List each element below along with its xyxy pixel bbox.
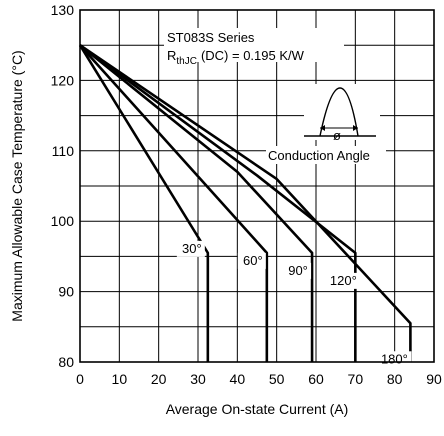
curve-label-background <box>237 252 266 269</box>
x-tick-label: 80 <box>387 371 403 387</box>
curve-label: 90° <box>288 263 308 278</box>
waveform-background <box>304 84 380 140</box>
plot-frame <box>79 9 435 363</box>
x-tick-label: 30 <box>190 371 206 387</box>
x-tick-label: 70 <box>348 371 364 387</box>
annotation-background <box>164 28 344 62</box>
series-group <box>78 44 412 362</box>
y-tick-label: 120 <box>51 72 75 88</box>
x-tick-label: 10 <box>112 371 128 387</box>
x-tick-label: 0 <box>76 371 84 387</box>
x-tick-label: 20 <box>151 371 167 387</box>
annotation: ST083S Series RthJC (DC) = 0.195 K/W ø Co… <box>164 28 386 164</box>
sine-halfwave-icon <box>304 87 376 137</box>
angle-symbol: ø <box>333 128 341 143</box>
curve-label: 180° <box>381 351 408 366</box>
x-axis-title: Average On-state Current (A) <box>166 401 349 417</box>
curve-label: 120° <box>330 273 357 288</box>
curve-label: 30° <box>182 241 202 256</box>
curve-label-background <box>324 272 361 289</box>
rth-subscript: thJC <box>176 56 197 67</box>
x-tick-label: 40 <box>230 371 246 387</box>
series-line <box>78 44 210 362</box>
rth-suffix: (DC) = 0.195 K/W <box>201 48 305 63</box>
series-line <box>79 44 357 362</box>
series-line <box>79 44 314 362</box>
y-tick-label: 90 <box>58 284 74 300</box>
curve-label-background <box>375 351 412 368</box>
rth-prefix: R <box>167 48 176 63</box>
y-tick-label: 100 <box>51 213 75 229</box>
y-tick-label: 80 <box>58 354 74 370</box>
series-line <box>79 44 412 362</box>
conduction-label-background <box>266 146 386 164</box>
y-axis-title: Maximum Allowable Case Temperature (°C) <box>9 50 25 321</box>
y-tick-label: 130 <box>51 2 75 18</box>
rth-text: RthJC (DC) = 0.195 K/W <box>167 48 305 67</box>
curve-label-background <box>176 240 205 257</box>
x-tick-label: 50 <box>269 371 285 387</box>
curve-label: 60° <box>243 253 263 268</box>
conduction-angle-label: Conduction Angle <box>268 148 370 163</box>
series-name-text: ST083S Series <box>167 30 255 45</box>
series-line <box>79 44 269 362</box>
tick-labels: 0 10 20 30 40 50 60 70 80 90 80 90 100 110 120 130 <box>51 2 442 387</box>
y-tick-label: 110 <box>52 143 75 159</box>
x-tick-label: 60 <box>308 371 324 387</box>
curve-labels: 30° 60° 90° 120° 180° <box>176 240 412 368</box>
curve-label-background <box>283 262 312 279</box>
x-tick-label: 90 <box>426 371 442 387</box>
